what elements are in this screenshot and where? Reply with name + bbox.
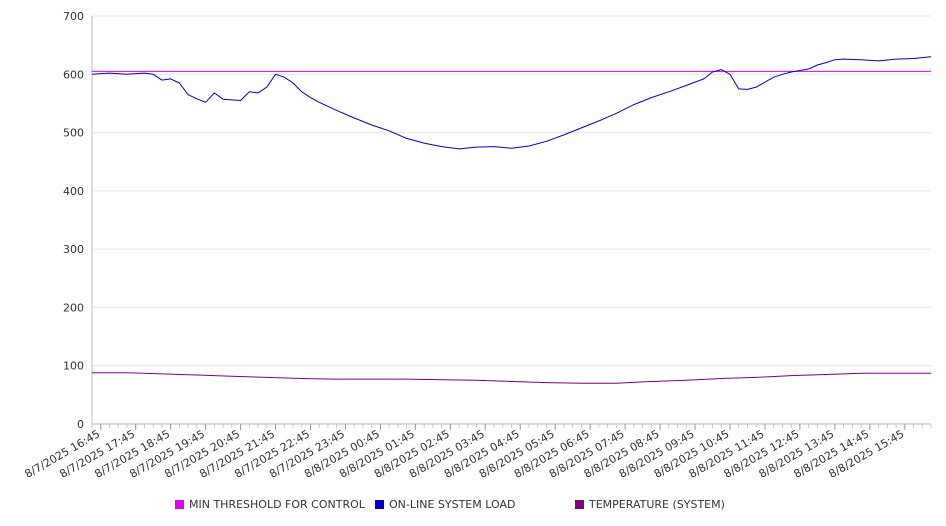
x-minor-ticks — [91, 424, 932, 428]
y-tick-label: 100 — [63, 360, 84, 373]
legend-label-min-threshold: MIN THRESHOLD FOR CONTROL — [189, 498, 365, 511]
y-tick-label: 500 — [63, 127, 84, 140]
legend-item-temperature: TEMPERATURE (SYSTEM) — [575, 498, 725, 511]
system-load-line — [91, 56, 932, 150]
legend-label-temperature: TEMPERATURE (SYSTEM) — [589, 498, 725, 511]
y-tick-label: 300 — [63, 243, 84, 256]
x-axis: 8/7/2025 16:458/7/2025 17:458/7/2025 18:… — [22, 423, 932, 481]
legend-label-system-load: ON-LINE SYSTEM LOAD — [389, 498, 516, 511]
y-tick-label: 600 — [63, 68, 84, 81]
y-tick-label: 200 — [63, 301, 84, 314]
temperature-line — [92, 372, 931, 384]
legend-item-min-threshold: MIN THRESHOLD FOR CONTROL — [175, 498, 365, 511]
legend-swatch-min-threshold — [175, 500, 184, 509]
grid-lines — [92, 15, 931, 367]
legend-swatch-system-load — [375, 500, 384, 509]
y-axis: 0 100 200 300 400 500 600 700 — [63, 10, 93, 431]
legend-swatch-temperature — [575, 500, 584, 509]
legend-item-system-load: ON-LINE SYSTEM LOAD — [375, 498, 515, 511]
y-tick-label: 700 — [63, 10, 84, 23]
plot-area — [91, 56, 932, 384]
y-tick-label: 400 — [63, 185, 84, 198]
legend: MIN THRESHOLD FOR CONTROL ON-LINE SYSTEM… — [0, 498, 946, 514]
y-tick-label: 0 — [77, 418, 84, 431]
